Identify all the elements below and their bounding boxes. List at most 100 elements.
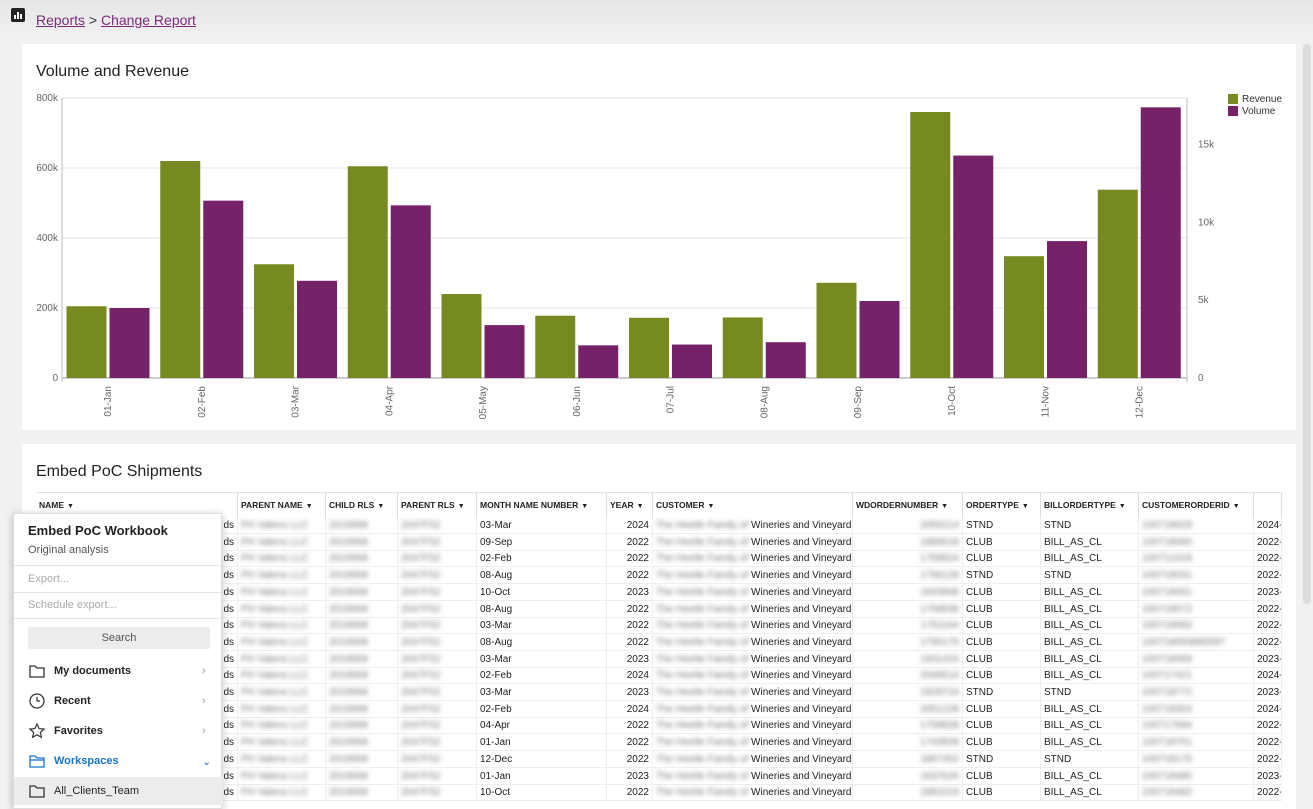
redacted-value: The Heetle Family of bbox=[656, 770, 749, 782]
left-axis-tick-label: 800k bbox=[36, 93, 59, 104]
table-cell-coid: 100717694 bbox=[1139, 717, 1254, 735]
table-row[interactable]: ds PH Valens LLC 2019568 2047F52 03-Mar 2023 T… bbox=[36, 684, 1282, 701]
bar-revenue bbox=[347, 166, 388, 378]
sort-caret-icon[interactable]: ▼ bbox=[581, 503, 589, 510]
table-row[interactable]: ds PH Valens LLC 2019568 2047F52 09-Sep 2022 T… bbox=[36, 533, 1282, 551]
table-cell-coid: 100718069 bbox=[1139, 650, 1254, 668]
table-cell-otype: CLUB bbox=[963, 600, 1041, 618]
sort-caret-icon[interactable]: ▼ bbox=[67, 503, 74, 510]
sort-caret-icon[interactable]: ▼ bbox=[305, 503, 313, 510]
redacted-value: 1758824 bbox=[920, 553, 959, 565]
table-row[interactable]: ds PH Valens LLC 2019568 2047F52 01-Jan 2022 T… bbox=[36, 734, 1282, 752]
column-header-customer[interactable]: CUSTOMER ▼ bbox=[653, 493, 853, 517]
breadcrumb-change-report-link[interactable]: Change Report bbox=[101, 12, 196, 28]
bar-revenue bbox=[160, 161, 201, 378]
table-row[interactable]: ds PH Valens LLC 2019568 2047F52 10-Oct 2022 T… bbox=[36, 784, 1282, 802]
column-header-billordertype[interactable]: BILLORDERTYPE ▼ bbox=[1041, 493, 1139, 517]
legend-item-volume[interactable]: Volume bbox=[1228, 105, 1282, 117]
menu-item-recent[interactable]: Recent › bbox=[14, 687, 223, 715]
table-row[interactable]: ds PH Valens LLC 2019568 2047F52 12-Dec 2022 T… bbox=[36, 750, 1282, 768]
redacted-value: 100718093880097 bbox=[1142, 636, 1226, 648]
table-cell-year: 2023 bbox=[607, 650, 653, 668]
table-cell-month: 09-Sep bbox=[477, 533, 607, 551]
column-header-label: ORDERTYPE bbox=[966, 500, 1019, 510]
table-cell-child: 2019568 bbox=[326, 767, 398, 785]
table-row[interactable]: ds PH Valens LLC 2019568 2047F52 02-Feb 2024 T… bbox=[36, 667, 1282, 685]
redacted-value: PH Valens LLC bbox=[241, 653, 309, 665]
table-row[interactable]: ds PH Valens LLC 2019568 2047F52 03-Mar 2023 T… bbox=[36, 650, 1282, 668]
sort-caret-icon[interactable]: ▼ bbox=[707, 503, 715, 510]
table-cell-otype: CLUB bbox=[963, 583, 1041, 601]
sort-caret-icon[interactable]: ▼ bbox=[457, 503, 465, 510]
table-row[interactable]: ds PH Valens LLC 2019568 2047F52 02-Feb 2024 T… bbox=[36, 700, 1282, 718]
menu-item-my-documents[interactable]: My documents › bbox=[14, 657, 223, 685]
menu-item-all-clients-team[interactable]: All_Clients_Team bbox=[14, 777, 223, 805]
table-cell-name: ds bbox=[36, 650, 238, 668]
column-header-label: NAME bbox=[39, 500, 65, 510]
table-header: NAME ▼ PARENT NAME ▼ CHILD RLS ▼ PARENT RLS ▼ MO… bbox=[36, 492, 1282, 517]
column-header-parent-rls[interactable]: PARENT RLS ▼ bbox=[398, 493, 477, 517]
sort-caret-icon[interactable]: ▼ bbox=[636, 503, 644, 510]
menu-schedule-export[interactable]: Schedule export... bbox=[28, 599, 117, 611]
table-row[interactable]: ds PH Valens LLC 2019568 2047F52 08-Aug 2022 T… bbox=[36, 633, 1282, 651]
table-row[interactable]: ds PH Valens LLC 2019568 2047F52 03-Mar 2024 T… bbox=[36, 517, 1282, 534]
customer-text: Wineries and Vineyards bbox=[751, 787, 853, 799]
column-header-child-rls[interactable]: CHILD RLS ▼ bbox=[326, 493, 398, 517]
sort-caret-icon[interactable]: ▼ bbox=[941, 503, 949, 510]
table-row[interactable]: ds PH Valens LLC 2019568 2047F52 08-Aug 2022 T… bbox=[36, 600, 1282, 618]
menu-item-favorites[interactable]: Favorites › bbox=[14, 717, 223, 745]
bar-volume bbox=[297, 280, 337, 378]
menu-search-button[interactable]: Search bbox=[28, 627, 210, 649]
redacted-value: 1743928 bbox=[920, 737, 959, 749]
table-row[interactable]: ds PH Valens LLC 2019568 2047F52 10-Oct 2023 T… bbox=[36, 583, 1282, 601]
column-header-month-name-number[interactable]: MONTH NAME NUMBER ▼ bbox=[477, 493, 607, 517]
workspace-folder-icon bbox=[29, 755, 45, 768]
sort-caret-icon[interactable]: ▼ bbox=[377, 503, 385, 510]
table-cell-child: 2019568 bbox=[326, 567, 398, 585]
column-header-customerorderid[interactable]: CUSTOMERORDERID ▼ bbox=[1139, 493, 1254, 517]
table-cell-year: 2024 bbox=[607, 700, 653, 718]
redacted-value: The Heetle Family of bbox=[656, 603, 749, 615]
redacted-value: 2047F52 bbox=[401, 703, 441, 715]
column-header-wdordernumber[interactable]: WDORDERNUMBER ▼ bbox=[853, 493, 963, 517]
star-icon bbox=[28, 722, 46, 739]
sort-caret-icon[interactable]: ▼ bbox=[1021, 503, 1029, 510]
table-row[interactable]: ds PH Valens LLC 2019568 2047F52 04-Apr 2022 T… bbox=[36, 717, 1282, 735]
table-cell-name: ds bbox=[36, 734, 238, 752]
table-cell-name: ds bbox=[36, 767, 238, 785]
menu-export[interactable]: Export... bbox=[28, 573, 69, 585]
table-row[interactable]: ds PH Valens LLC 2019568 2047F52 01-Jan 2023 T… bbox=[36, 767, 1282, 785]
customer-text: Wineries and Vineyards bbox=[751, 753, 853, 765]
redacted-value: PH Valens LLC bbox=[241, 553, 309, 565]
legend-item-revenue[interactable]: Revenue bbox=[1228, 93, 1282, 105]
redacted-value: 100718031 bbox=[1142, 570, 1193, 582]
right-axis-tick-label: 10k bbox=[1198, 217, 1215, 228]
customer-text: Wineries and Vineyards bbox=[751, 520, 853, 531]
sort-caret-icon[interactable]: ▼ bbox=[1232, 503, 1240, 510]
column-header-parent-name[interactable]: PARENT NAME ▼ bbox=[238, 493, 326, 517]
table-row[interactable]: ds PH Valens LLC 2019568 2047F52 02-Feb 2022 T… bbox=[36, 550, 1282, 568]
table-cell-name: ds bbox=[36, 517, 238, 534]
table-cell-name: ds bbox=[36, 600, 238, 618]
legend-swatch-volume bbox=[1228, 106, 1238, 116]
table-cell-parent: PH Valens LLC bbox=[238, 517, 326, 534]
column-header-year[interactable]: YEAR ▼ bbox=[607, 493, 653, 517]
table-row[interactable]: ds PH Valens LLC 2019568 2047F52 03-Mar 2022 T… bbox=[36, 617, 1282, 635]
redacted-value: 2047F52 bbox=[401, 570, 441, 582]
table-cell-year: 2022 bbox=[607, 550, 653, 568]
redacted-value: PH Valens LLC bbox=[241, 570, 309, 582]
left-axis-tick-label: 200k bbox=[36, 303, 59, 314]
table-cell-otype: CLUB bbox=[963, 767, 1041, 785]
redacted-value: The Heetle Family of bbox=[656, 620, 749, 632]
table-cell-btype: BILL_AS_CL bbox=[1041, 700, 1139, 718]
column-header-ordertype[interactable]: ORDERTYPE ▼ bbox=[963, 493, 1041, 517]
page-scrollbar[interactable] bbox=[1303, 44, 1311, 604]
redacted-value: 2019568 bbox=[329, 570, 368, 582]
table-cell-name: ds bbox=[36, 617, 238, 635]
menu-divider bbox=[14, 592, 223, 593]
breadcrumb-reports-link[interactable]: Reports bbox=[36, 12, 86, 28]
sort-caret-icon[interactable]: ▼ bbox=[1118, 503, 1126, 510]
table-row[interactable]: ds PH Valens LLC 2019568 2047F52 08-Aug 2022 T… bbox=[36, 567, 1282, 585]
table-cell-year: 2023 bbox=[607, 684, 653, 701]
menu-item-workspaces[interactable]: Workspaces ⌄ bbox=[14, 747, 223, 775]
